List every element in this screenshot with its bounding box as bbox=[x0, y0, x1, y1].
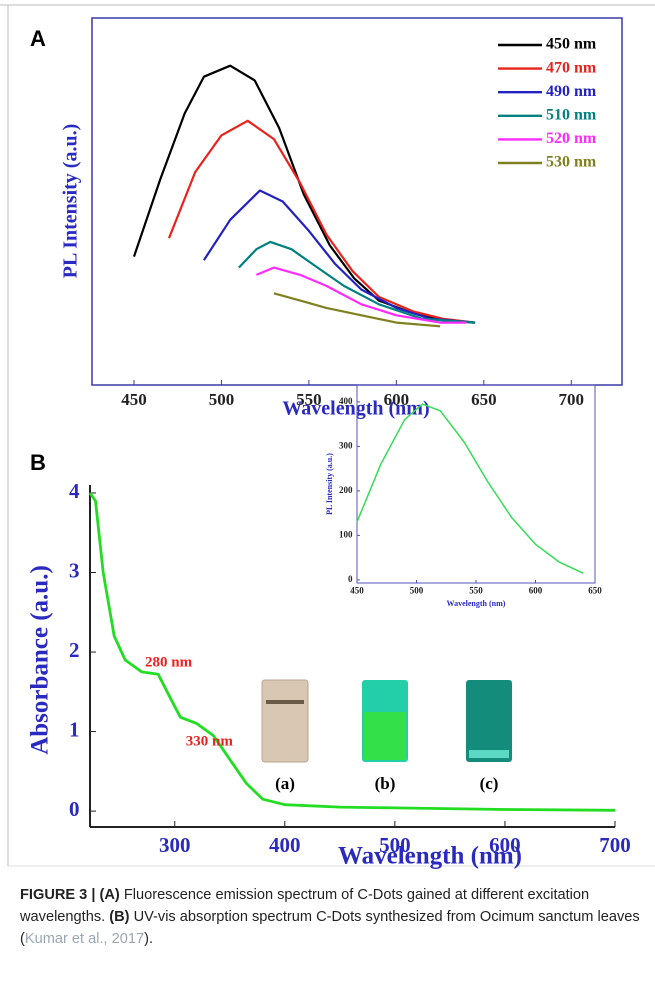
x-tick-label: 450 bbox=[121, 390, 147, 409]
x-tick-label: 600 bbox=[384, 390, 410, 409]
x-tick-label: 650 bbox=[471, 390, 497, 409]
vial-liquid bbox=[364, 712, 406, 760]
legend-label: 490 nm bbox=[546, 83, 597, 100]
legend-label: 530 nm bbox=[546, 154, 597, 171]
x-tick-label: 400 bbox=[269, 833, 301, 857]
x-tick-label: 700 bbox=[599, 833, 631, 857]
y-axis-label: PL Intensity (a.u.) bbox=[325, 453, 334, 515]
vial-label: (b) bbox=[375, 774, 396, 793]
x-tick-label: 500 bbox=[209, 390, 235, 409]
vial bbox=[261, 679, 309, 763]
caption-segment[interactable]: Kumar et al., 2017 bbox=[24, 931, 145, 947]
data-line bbox=[273, 292, 441, 328]
x-tick-label: 550 bbox=[469, 586, 483, 596]
x-axis-label: Wavelength (nm) bbox=[338, 843, 522, 870]
caption-segment: Fluorescence emission spectrum of C-Dots… bbox=[20, 887, 590, 925]
y-tick-label: 3 bbox=[69, 558, 80, 582]
caption: FIGURE 3 | (A) Fluorescence emission spe… bbox=[20, 884, 642, 950]
x-tick-label: 700 bbox=[559, 390, 585, 409]
x-tick-label: 550 bbox=[296, 390, 322, 409]
x-tick-label: 600 bbox=[529, 586, 543, 596]
vial bbox=[466, 680, 512, 762]
y-axis-label: PL Intensity (a.u.) bbox=[60, 124, 82, 278]
y-tick-label: 400 bbox=[339, 396, 353, 406]
vial-label: (a) bbox=[275, 774, 295, 793]
y-tick-label: 4 bbox=[69, 479, 80, 503]
x-tick-label: 650 bbox=[588, 586, 602, 596]
figure: A B (a) (b) (c) 450 500 550 600 650 700 Wavele… bbox=[0, 4, 655, 870]
caption-segment: FIGURE 3 | (A) bbox=[20, 887, 120, 903]
data-line bbox=[356, 403, 584, 574]
x-axis-label: Wavelength (nm) bbox=[447, 599, 506, 608]
data-line bbox=[132, 64, 474, 324]
legend-label: 510 nm bbox=[546, 106, 597, 123]
vial-base bbox=[469, 750, 509, 758]
y-tick-label: 2 bbox=[69, 638, 80, 662]
x-tick-label: 300 bbox=[159, 833, 191, 857]
data-line bbox=[88, 492, 616, 812]
x-tick-label: 450 bbox=[350, 586, 364, 596]
caption-segment: UV-vis absorption spectrum C-Dots synthe… bbox=[20, 909, 640, 947]
caption-segment: (B) bbox=[109, 909, 130, 925]
y-tick-label: 0 bbox=[348, 574, 353, 584]
x-tick-label: 500 bbox=[410, 586, 424, 596]
annotation: 280 nm bbox=[145, 655, 193, 671]
panel-label: B bbox=[30, 450, 46, 475]
y-tick-label: 1 bbox=[69, 717, 80, 741]
y-tick-label: 100 bbox=[339, 529, 353, 539]
vial-photos bbox=[261, 679, 512, 763]
annotation: 330 nm bbox=[186, 733, 234, 749]
x-axis-label: Wavelength (nm) bbox=[282, 398, 429, 420]
plot-frame bbox=[91, 17, 623, 386]
data-line bbox=[255, 266, 467, 324]
y-tick-label: 300 bbox=[339, 440, 353, 450]
data-line bbox=[167, 119, 476, 324]
data-line bbox=[202, 189, 476, 324]
legend-label: 470 nm bbox=[546, 59, 597, 76]
panel-label: A bbox=[30, 26, 46, 51]
y-axis-label: Absorbance (a.u.) bbox=[27, 565, 54, 755]
y-tick-label: 200 bbox=[339, 485, 353, 495]
x-tick-label: 600 bbox=[489, 833, 521, 857]
x-tick-label: 500 bbox=[379, 833, 411, 857]
caption-segment: ). bbox=[144, 931, 154, 947]
y-tick-label: 0 bbox=[69, 797, 80, 821]
vial-meniscus bbox=[266, 700, 304, 704]
vial-label: (c) bbox=[480, 774, 499, 793]
legend-label: 450 nm bbox=[546, 36, 597, 53]
data-line bbox=[238, 240, 476, 324]
legend-label: 520 nm bbox=[546, 130, 597, 147]
